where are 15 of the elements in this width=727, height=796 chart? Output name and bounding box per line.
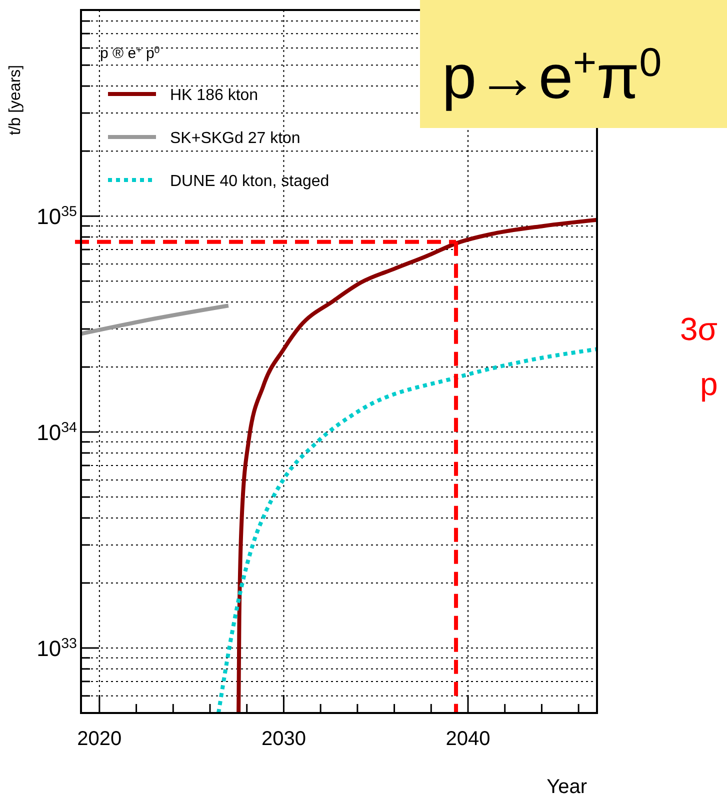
- annotation: p→e$^{+}$π$^{0}$: [442, 40, 662, 112]
- x-tick-label: 2040: [446, 728, 490, 750]
- y-tick-label: 10$^{35}$: [36, 204, 78, 230]
- x-axis-title: Year: [546, 776, 588, 796]
- legend-label: DUNE 40 kton, staged: [170, 173, 330, 190]
- legend-label: HK 186 kton: [170, 87, 258, 104]
- y-axis-title: t/b [years]: [7, 64, 24, 136]
- line-series: [216, 347, 597, 713]
- y-tick-label: 10$^{34}$: [36, 420, 78, 446]
- x-tick-label: 2020: [77, 728, 122, 750]
- y-tick-label: 10$^{33}$: [36, 636, 78, 661]
- text: 3σ: [680, 311, 718, 347]
- legend-label: SK+SKGd 27 kton: [170, 130, 300, 147]
- text: p: [700, 366, 718, 402]
- x-tick-label: 2030: [261, 728, 306, 750]
